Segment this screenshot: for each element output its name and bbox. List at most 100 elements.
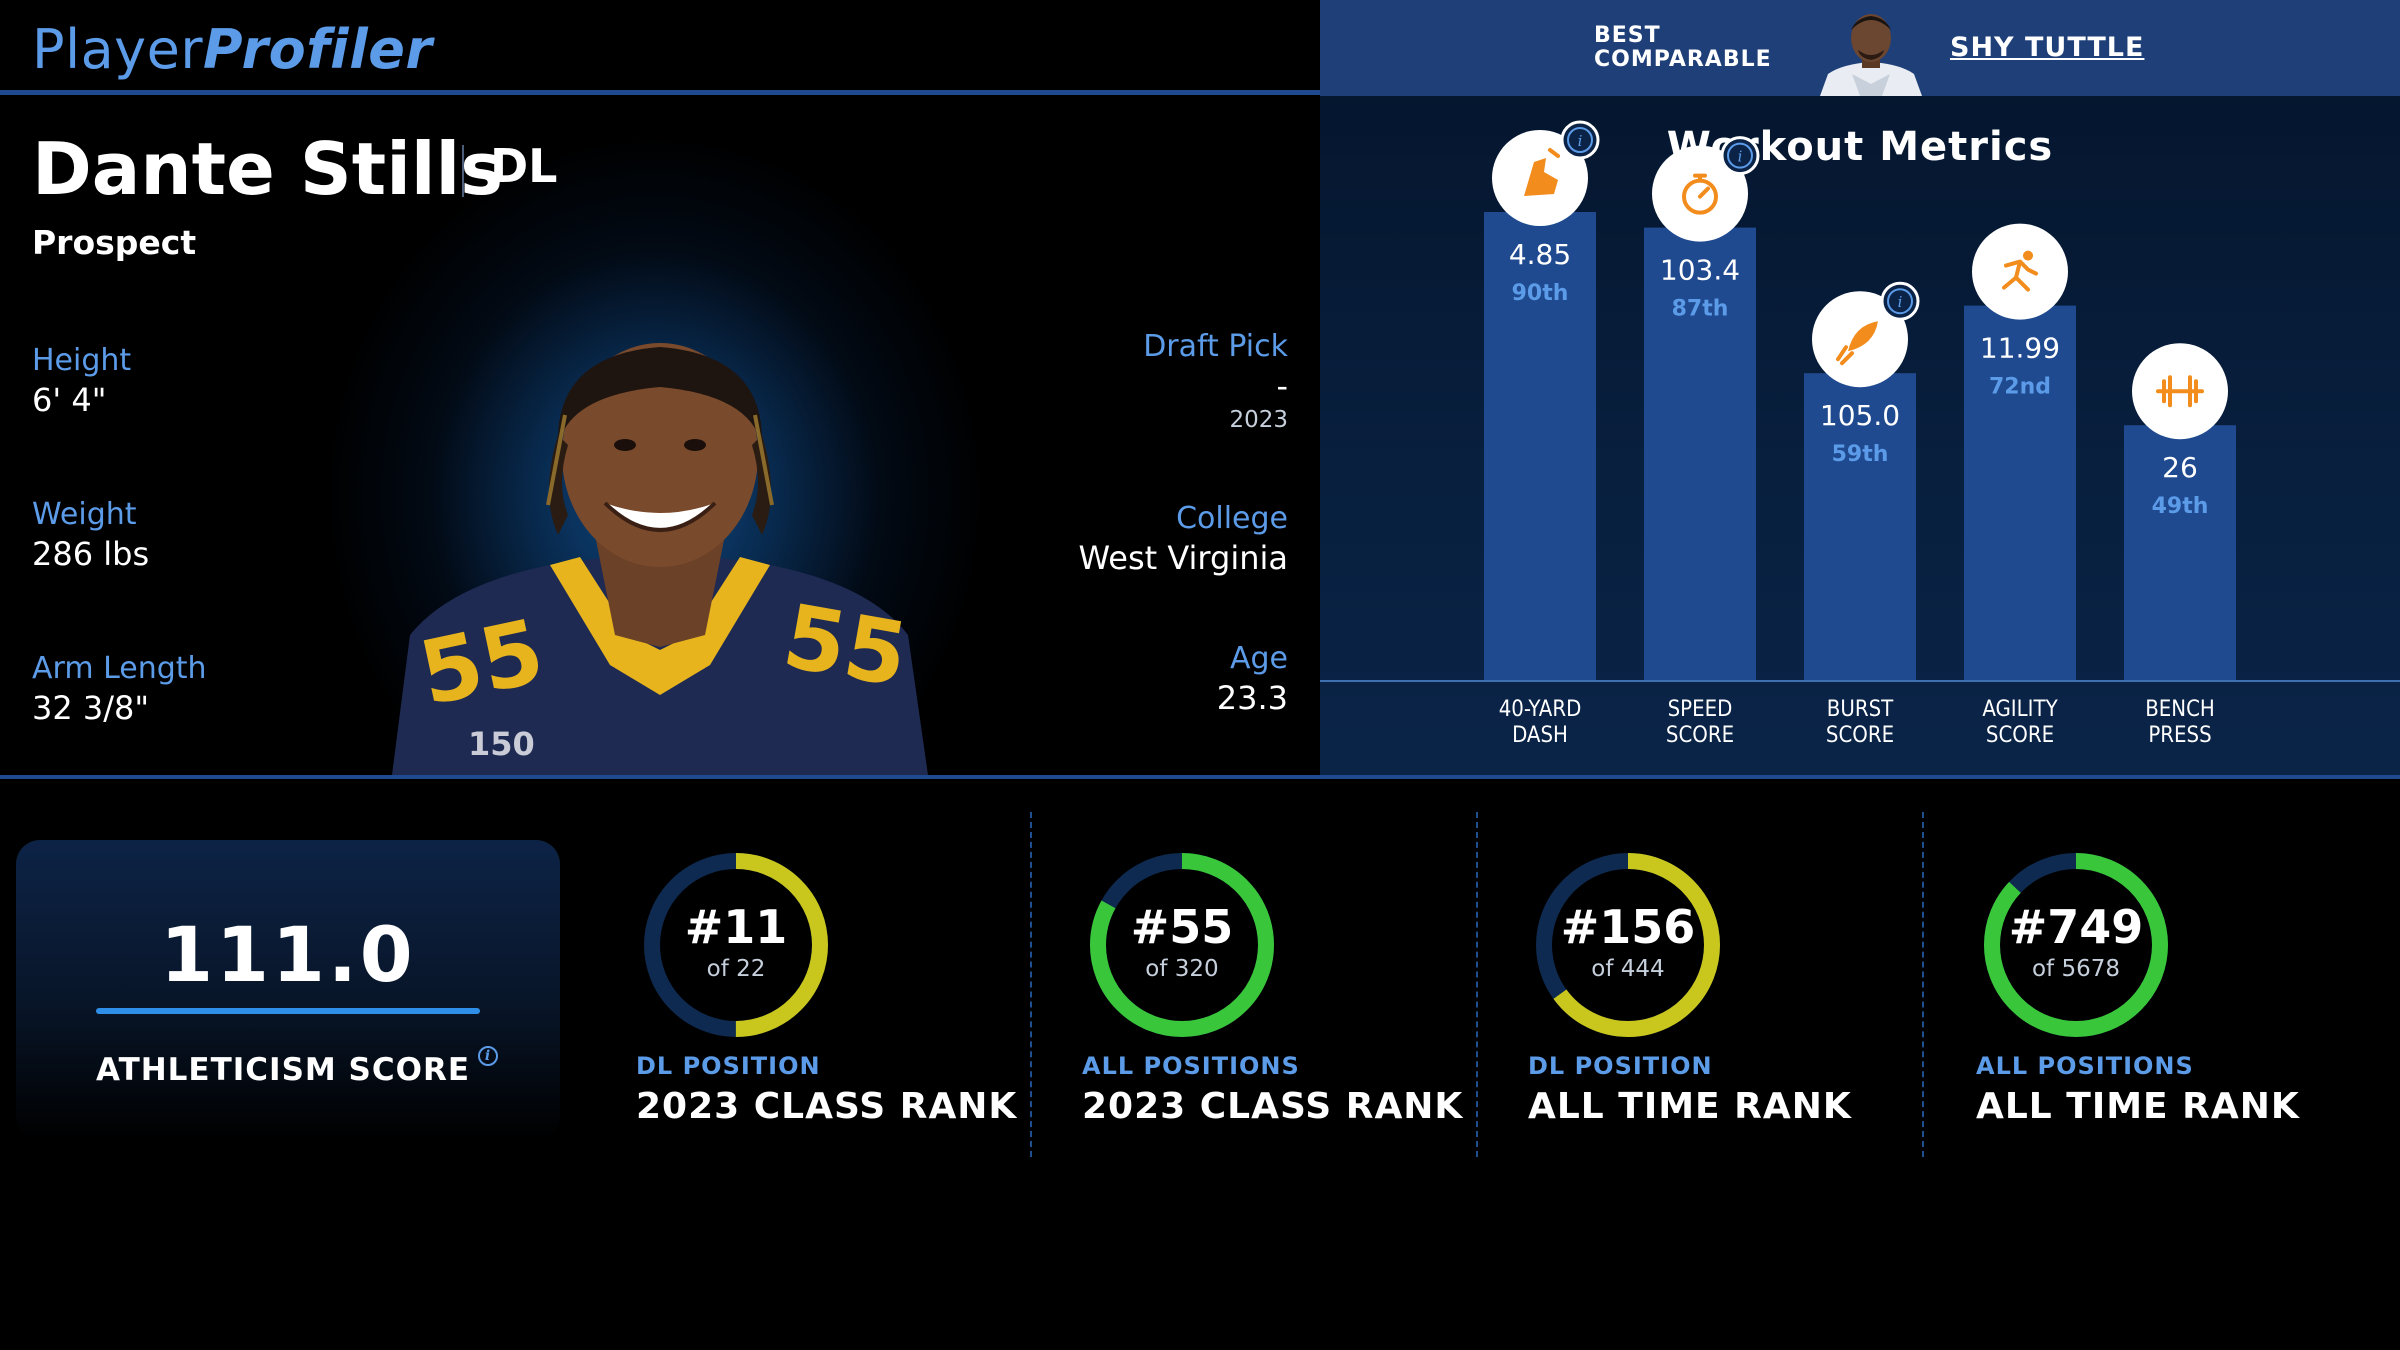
athleticism-score-card: 111.0 ATHLETICISM SCORE i [16,840,560,1140]
weight-value: 286 lbs [32,535,150,573]
rank-title: ALL TIME RANK [1976,1086,2300,1127]
player-headshot: 55 55 150 [392,343,928,775]
info-icon[interactable]: i [1880,281,1920,321]
weight-label: Weight [32,497,137,532]
info-icon[interactable]: i [1560,120,1600,160]
rank-separator [1476,812,1478,1157]
stopwatch-icon [1652,145,1748,242]
info-icon[interactable]: i [478,1046,499,1066]
best-comparable-label: BEST COMPARABLE [1594,23,1772,72]
svg-text:i: i [1578,132,1583,150]
athleticism-score-label: ATHLETICISM SCORE i [96,1046,499,1088]
best-comparable-bar: BEST COMPARABLE SHY TUTTLE [1320,0,2400,96]
rank-ring [1090,853,1274,1037]
rank-block: #11 of 22 DL POSITION 2023 CLASS RANK [636,820,1076,1150]
workout-bar-forty[interactable] [1484,212,1596,680]
arm-length-label: Arm Length [32,651,207,686]
svg-text:i: i [1738,148,1743,166]
rank-total: of 444 [1591,956,1665,982]
metric-percentile: 49th [2152,494,2209,519]
rank-ring [644,853,828,1037]
rank-separator [1922,812,1924,1157]
metric-value: 11.99 [1980,332,2060,365]
workout-baseline [1320,680,2400,682]
rank-title: 2023 CLASS RANK [636,1086,1018,1127]
rank-ring-progress [644,853,828,1037]
rank-separator [1030,812,1032,1157]
metric-value: 26 [2162,451,2198,484]
rank-ring [1536,853,1720,1037]
athleticism-score-value: 111.0 [160,910,416,999]
height-label: Height [32,343,132,378]
rank-title: 2023 CLASS RANK [1082,1086,1464,1127]
metric-label: SCORE [1666,723,1734,748]
header-divider [0,90,1320,95]
metric-value: 105.0 [1820,399,1900,432]
rank-total: of 22 [706,956,766,982]
name-position-divider [462,145,464,197]
metric-percentile: 72nd [1989,375,2051,400]
rank-number: #749 [2008,900,2144,954]
info-icon[interactable]: i [1720,136,1760,176]
rocket-icon [1812,291,1908,388]
rank-scope: ALL POSITIONS [1976,1052,2194,1080]
metric-percentile: 87th [1672,297,1729,322]
height-value: 6' 4" [32,381,107,419]
rank-total: of 320 [1145,956,1219,982]
section-divider [0,775,2400,779]
workout-bar-bench[interactable] [2124,425,2236,680]
age-value: 23.3 [1216,679,1288,717]
metric-label: 40-YARD [1499,697,1582,722]
workout-bar-agility[interactable] [1964,305,2076,680]
player-name: Dante Stills [32,127,504,211]
rank-ring-progress [1984,853,2168,1037]
runner-icon [1972,223,2068,320]
brand-logo[interactable]: PlayerProfiler [32,18,432,81]
brand-logo-part2: Profiler [203,18,433,81]
college-value: West Virginia [1078,539,1289,577]
shoe-icon [1492,130,1588,226]
dumbbell-icon [2132,343,2228,440]
rank-block: #156 of 444 DL POSITION ALL TIME RANK [1528,820,1968,1150]
college-label: College [1176,501,1288,536]
rank-number: #55 [1130,900,1234,954]
player-position: DL [490,139,558,193]
svg-text:55: 55 [411,599,552,725]
rank-scope: DL POSITION [636,1052,821,1080]
rank-scope: DL POSITION [1528,1052,1713,1080]
rank-block: #55 of 320 ALL POSITIONS 2023 CLASS RANK [1082,820,1522,1150]
metric-value: 4.85 [1509,238,1571,271]
svg-text:150: 150 [468,725,535,763]
player-panel: Dante Stills DL Prospect Height 6' 4" We… [0,95,1320,775]
comparable-player-link[interactable]: SHY TUTTLE [1950,32,2145,63]
arm-length-value: 32 3/8" [32,689,150,727]
brand-logo-part1: Player [32,18,204,81]
rank-block: #749 of 5678 ALL POSITIONS ALL TIME RANK [1976,820,2400,1150]
rank-ring-progress [1090,853,1274,1037]
metric-label: AGILITY [1982,697,2058,722]
draft-pick-value: - [1276,367,1288,405]
metric-percentile: 90th [1512,281,1569,306]
rank-number: #11 [684,900,788,954]
rank-scope: ALL POSITIONS [1082,1052,1300,1080]
rank-ring-progress [1536,853,1720,1037]
metric-label: SCORE [1826,723,1894,748]
svg-text:55: 55 [776,584,914,707]
workout-metrics-panel: Workout Metrics i 4.85 90th 40-YARD DASH i 103… [1320,96,2400,775]
metric-percentile: 59th [1832,442,1889,467]
athleticism-score-bar [96,1008,480,1014]
metric-value: 103.4 [1660,254,1740,287]
metric-label: PRESS [2148,723,2211,748]
player-status: Prospect [32,223,197,262]
age-label: Age [1229,641,1288,676]
draft-year: 2023 [1229,407,1288,433]
workout-bar-speed[interactable] [1644,227,1756,680]
rank-total: of 5678 [2031,956,2120,982]
metric-label: SPEED [1668,697,1733,722]
draft-pick-label: Draft Pick [1143,329,1288,364]
metric-label: SCORE [1986,723,2054,748]
comparable-avatar[interactable] [1812,8,1930,96]
metric-label: DASH [1512,723,1568,748]
rank-ring [1984,853,2168,1037]
workout-bar-burst[interactable] [1804,373,1916,680]
